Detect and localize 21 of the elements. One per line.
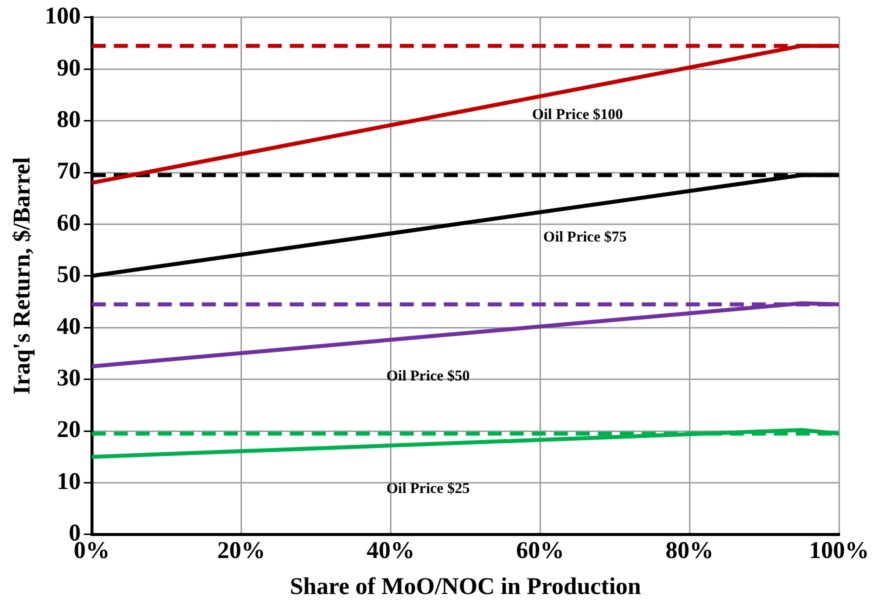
x-tick-label: 100%: [809, 538, 869, 564]
y-tick-label: 50: [56, 262, 81, 288]
y-tick-label: 60: [56, 210, 81, 236]
x-tick-label: 80%: [666, 538, 714, 564]
x-tick-label: 20%: [217, 538, 266, 564]
y-tick-label: 20: [56, 417, 81, 444]
x-tick-label: 40%: [366, 538, 415, 564]
y-tick-label: 100: [44, 4, 81, 30]
y-tick-label: 70: [56, 158, 81, 185]
y-axis-title: Iraq's Return, $/Barrel: [10, 156, 36, 395]
y-tick-label: 40: [56, 314, 81, 340]
y-tick-label: 10: [56, 468, 81, 495]
x-tick-label: 60%: [516, 538, 564, 564]
text: Oil Price $25: [386, 480, 470, 497]
series-label: Oil Price $75: [543, 230, 627, 246]
series-label: Oil Price $50: [386, 368, 470, 384]
series-label: Oil Price $100: [532, 106, 623, 123]
y-tick-label: 30: [56, 366, 81, 392]
y-tick-label: 80: [56, 107, 81, 134]
x-axis-title: Share of MoO/NOC in Production: [290, 574, 641, 600]
y-tick-label: 90: [56, 55, 81, 82]
